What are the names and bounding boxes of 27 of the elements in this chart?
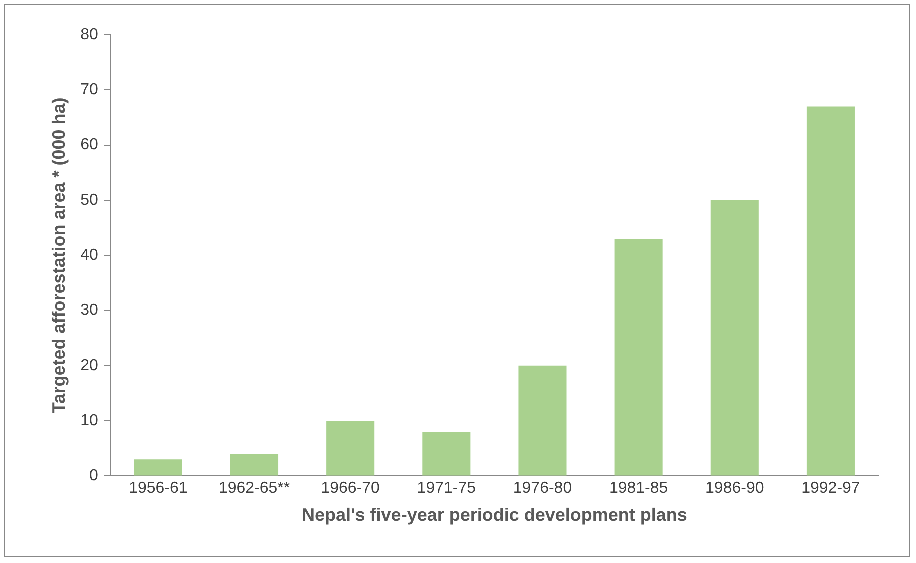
y-tick-label: 30 — [80, 302, 98, 320]
y-tick-label: 20 — [80, 357, 98, 374]
bar — [710, 200, 759, 476]
y-tick-label: 80 — [80, 26, 98, 44]
bar — [422, 432, 471, 476]
bar — [134, 460, 182, 476]
y-tick-label: 0 — [89, 468, 98, 485]
x-tick-label: 1971-75 — [417, 480, 476, 498]
bar — [326, 421, 375, 476]
x-tick-label: 1962-65** — [218, 480, 290, 498]
x-tick-label: 1992-97 — [802, 480, 860, 498]
y-tick-label: 50 — [80, 192, 98, 209]
bar — [518, 366, 567, 476]
y-tick-label: 40 — [80, 247, 98, 264]
x-tick-label: 1981-85 — [609, 480, 668, 498]
y-axis-title: Targeted afforestation area * (000 ha) — [48, 98, 69, 414]
y-tick-label: 70 — [80, 82, 98, 99]
x-tick-label: 1956-61 — [129, 480, 188, 498]
bar — [614, 239, 663, 476]
x-axis-title: Nepal's five-year periodic development plans — [302, 505, 688, 526]
bar — [230, 454, 279, 476]
y-tick-label: 10 — [80, 412, 98, 430]
bar — [806, 106, 855, 476]
y-tick-label: 60 — [80, 136, 98, 154]
x-tick-label: 1966-70 — [321, 480, 380, 498]
x-tick-label: 1976-80 — [513, 480, 572, 498]
x-tick-label: 1986-90 — [706, 480, 764, 498]
